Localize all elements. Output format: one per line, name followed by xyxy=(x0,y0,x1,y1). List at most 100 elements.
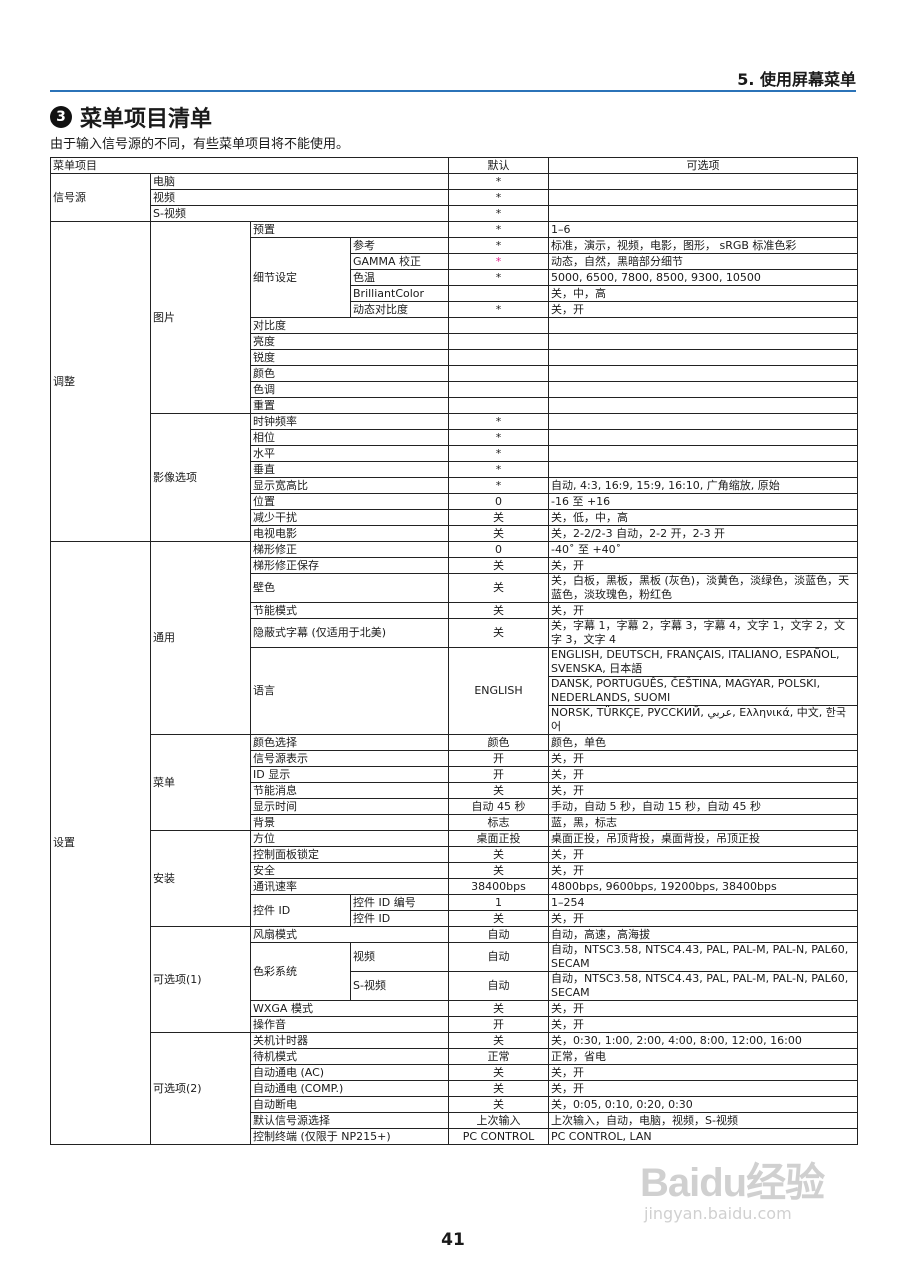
table-cell: 调整 xyxy=(50,221,151,542)
default-value-cell: 1 xyxy=(448,894,549,911)
table-cell xyxy=(548,317,858,334)
default-value-cell: 0 xyxy=(448,493,549,510)
table-cell: 关，0:30, 1:00, 2:00, 4:00, 8:00, 12:00, 1… xyxy=(548,1032,858,1049)
table-row: 菜单 颜色选择 颜色 颜色，单色 xyxy=(51,734,858,831)
default-value-cell: 开 xyxy=(448,766,549,783)
table-cell: 控制面板锁定 xyxy=(250,846,449,863)
default-value-cell: PC CONTROL xyxy=(448,1128,549,1145)
table-cell: 色温 xyxy=(350,269,449,286)
table-cell: PC CONTROL, LAN xyxy=(548,1128,858,1145)
table-row: 锐度 xyxy=(51,349,858,366)
table-row: 自动通电 (AC) 关关，开 xyxy=(51,1064,858,1081)
default-value-cell: * xyxy=(448,445,549,462)
default-value-cell: 自动 xyxy=(448,971,549,1001)
table-cell: 电脑 xyxy=(150,173,449,190)
table-cell: 1–254 xyxy=(548,894,858,911)
default-value-cell: * xyxy=(448,269,549,286)
table-cell: NORSK, TÜRKÇE, РУССКИЙ, عربي, Ελληνικά, … xyxy=(548,705,858,735)
table-cell: 关，字幕 1，字幕 2，字幕 3，字幕 4，文字 1，文字 2，文字 3，文字 … xyxy=(548,618,858,648)
default-value-cell: * xyxy=(448,253,549,270)
default-value-cell: 关 xyxy=(448,910,549,927)
default-value-cell: 开 xyxy=(448,1016,549,1033)
table-row: 垂直 * xyxy=(51,461,858,478)
table-cell: 关，开 xyxy=(548,782,858,799)
default-value-cell: * xyxy=(448,413,549,430)
table-cell xyxy=(548,349,858,366)
table-cell: 相位 xyxy=(250,429,449,446)
table-cell: 色调 xyxy=(250,381,449,398)
table-cell: 减少干扰 xyxy=(250,509,449,526)
table-row: 设置 通用 梯形修正 0 -40˚ 至 +40˚ xyxy=(50,541,858,1145)
table-cell: 通用 xyxy=(150,541,251,735)
table-row: 操作音开关，开 xyxy=(51,1016,858,1033)
default-value-cell: 关 xyxy=(448,1000,549,1017)
default-value-cell: 关 xyxy=(448,846,549,863)
table-cell: 关，开 xyxy=(548,1016,858,1033)
table-cell: 自动，高速，高海拔 xyxy=(548,926,858,943)
table-row: 默认信号源选择 上次输入 上次输入，自动，电脑，视频，S-视频 xyxy=(51,1112,858,1129)
default-value-cell: 38400bps xyxy=(448,878,549,895)
table-cell: 自动, 4:3, 16:9, 15:9, 16:10, 广角缩放, 原始 xyxy=(548,477,858,494)
table-cell: 自动通电 (AC) xyxy=(250,1064,449,1081)
table-cell: 自动，NTSC3.58, NTSC4.43, PAL, PAL-M, PAL-N… xyxy=(548,971,858,1001)
table-cell: 关，开 xyxy=(548,846,858,863)
default-value-cell: 自动 xyxy=(448,926,549,943)
header-cell: 可选项 xyxy=(548,157,858,174)
table-cell: ID 显示 xyxy=(250,766,449,783)
table-cell: 信号源 xyxy=(50,173,151,222)
table-cell xyxy=(548,173,858,190)
default-value-cell: * xyxy=(448,477,549,494)
table-cell: WXGA 模式 xyxy=(250,1000,449,1017)
section-number-badge: 3 xyxy=(50,106,72,128)
table-cell: 锐度 xyxy=(250,349,449,366)
table-cell: 色彩系统 xyxy=(250,942,351,1001)
default-value-cell: 关 xyxy=(448,557,549,574)
table-cell: 设置 xyxy=(50,541,151,1145)
table-row: S-视频 * xyxy=(51,205,858,222)
default-value-cell: 关 xyxy=(448,1096,549,1113)
table-cell: 自动断电 xyxy=(250,1096,449,1113)
table-cell xyxy=(548,381,858,398)
default-value-cell: * xyxy=(448,461,549,478)
table-cell: 可选项(2) xyxy=(150,1032,251,1145)
default-value-cell xyxy=(448,285,549,302)
table-row: 可选项(1) 风扇模式 自动 自动，高速，高海拔 xyxy=(51,926,858,1033)
table-cell: 视频 xyxy=(350,942,449,972)
table-cell: 关，开 xyxy=(548,1080,858,1097)
table-cell: 水平 xyxy=(250,445,449,462)
default-value-cell: * xyxy=(448,429,549,446)
table-cell: 图片 xyxy=(150,221,251,414)
table-row: 梯形修正保存关关，开 xyxy=(51,557,858,574)
table-header-row: 菜单项目 默认 可选项 xyxy=(50,157,858,174)
table-cell: 1–6 xyxy=(548,221,858,238)
table-cell: 上次输入，自动，电脑，视频，S-视频 xyxy=(548,1112,858,1129)
table-cell: 关，开 xyxy=(548,557,858,574)
table-cell: 关，开 xyxy=(548,910,858,927)
default-value-cell xyxy=(448,381,549,398)
default-value-cell: 桌面正投 xyxy=(448,830,549,847)
default-value-cell: * xyxy=(448,237,549,254)
table-row: 安装 方位 桌面正投 桌面正投，吊顶背投，桌面背投，吊顶正投 xyxy=(51,830,858,927)
table-cell: DANSK, PORTUGUÊS, ČEŠTINA, MAGYAR, POLSK… xyxy=(548,676,858,706)
table-row: S-视频 自动 自动，NTSC3.58, NTSC4.43, PAL, PAL-M,… xyxy=(51,971,858,1001)
default-value-cell: 0 xyxy=(448,541,549,558)
table-cell: 梯形修正 xyxy=(250,541,449,558)
section-title: 3 菜单项目清单 xyxy=(50,101,212,133)
header-cell: 默认 xyxy=(448,157,549,174)
table-cell: 隐蔽式字幕 (仅适用于北美) xyxy=(250,618,449,648)
table-cell: 关，开 xyxy=(548,301,858,318)
table-row: 视频 * xyxy=(51,189,858,206)
table-cell: 安装 xyxy=(150,830,251,927)
table-row: DANSK, PORTUGUÊS, ČEŠTINA, MAGYAR, POLSK… xyxy=(51,676,858,706)
header-rule xyxy=(50,90,856,92)
table-row: 可选项(2) 关机计时器关关，0:30, 1:00, 2:00, 4:00, 8:… xyxy=(51,1032,858,1145)
table-cell: 电视电影 xyxy=(250,525,449,542)
table-cell: 节能模式 xyxy=(250,602,449,619)
table-cell: 关，0:05, 0:10, 0:20, 0:30 xyxy=(548,1096,858,1113)
default-value-cell: 颜色 xyxy=(448,734,549,751)
table-cell: 关，开 xyxy=(548,1000,858,1017)
table-cell: GAMMA 校正 xyxy=(350,253,449,270)
table-row: 减少干扰关关，低，中，高 xyxy=(51,509,858,526)
default-value-cell: 关 xyxy=(448,1064,549,1081)
table-cell: 背景 xyxy=(250,814,449,831)
